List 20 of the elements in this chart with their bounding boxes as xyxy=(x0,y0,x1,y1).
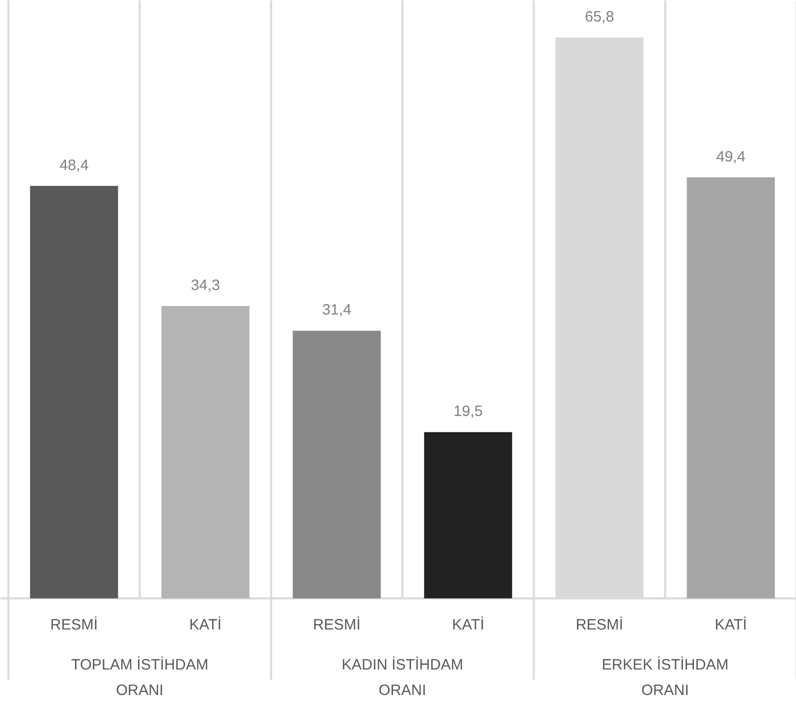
bar xyxy=(30,186,118,598)
x-tick-label: RESMİ xyxy=(576,615,624,634)
x-tick-label: KATİ xyxy=(452,615,484,634)
data-label: 49,4 xyxy=(716,148,746,166)
data-label: 65,8 xyxy=(584,8,614,26)
bar xyxy=(292,330,381,598)
x-tick-label: KATİ xyxy=(189,615,222,634)
data-label: 48,4 xyxy=(59,156,89,174)
bar xyxy=(686,177,775,598)
x-tick-label: RESMİ xyxy=(313,615,361,634)
data-label: 19,5 xyxy=(454,403,483,420)
bar xyxy=(424,432,512,598)
data-label: 31,4 xyxy=(322,302,352,319)
x-tick-label: RESMİ xyxy=(50,615,98,634)
bar xyxy=(161,306,250,598)
data-label: 34,3 xyxy=(190,276,220,294)
x-tick-label: KATİ xyxy=(714,615,747,634)
text: ERKEK İSTİHDAM ORANI xyxy=(602,655,728,699)
text: KADIN İSTİHDAM ORANI xyxy=(342,655,464,699)
text: TOPLAM İSTİHDAM ORANI xyxy=(71,655,208,699)
